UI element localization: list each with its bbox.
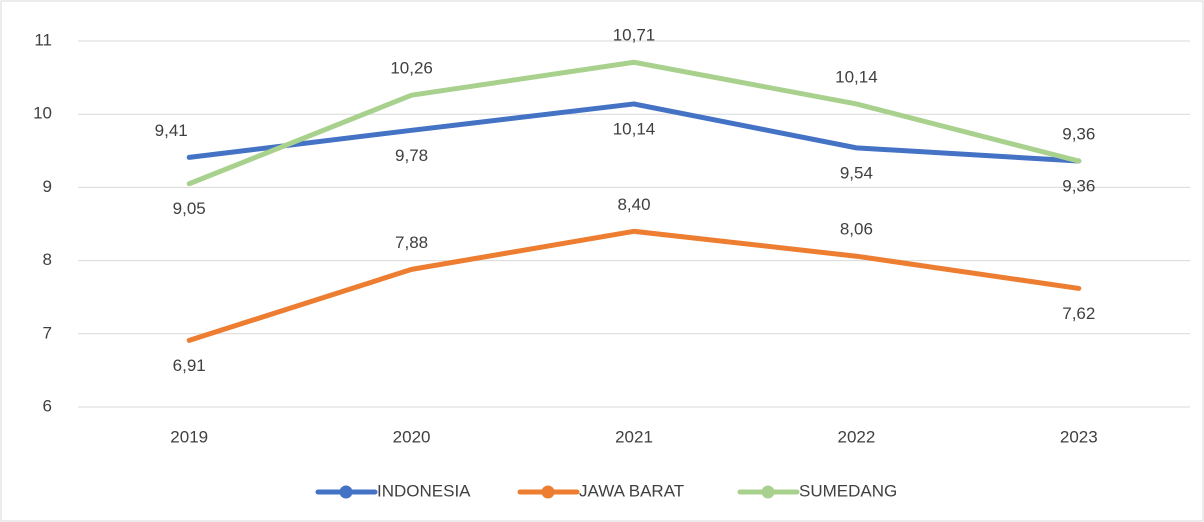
legend-marker <box>339 485 353 499</box>
y-tick-label: 8 <box>43 250 52 269</box>
x-tick-label: 2020 <box>393 427 431 446</box>
series-line <box>186 101 1082 164</box>
legend-label: JAWA BARAT <box>579 481 684 500</box>
data-label: 8,40 <box>617 195 650 214</box>
legend-label: SUMEDANG <box>799 481 897 500</box>
data-label: 10,26 <box>390 59 433 78</box>
x-tick-label: 2021 <box>615 427 653 446</box>
y-tick-label: 10 <box>33 104 52 123</box>
data-label: 9,78 <box>395 146 428 165</box>
legend-marker <box>541 485 555 499</box>
y-tick-label: 11 <box>34 30 52 49</box>
series-line <box>186 228 1082 343</box>
data-label: 7,88 <box>395 233 428 252</box>
x-tick-label: 2023 <box>1060 427 1098 446</box>
data-label: 9,41 <box>155 121 188 140</box>
data-label: 10,14 <box>613 119 656 138</box>
y-tick-label: 9 <box>43 177 52 196</box>
legend-label: INDONESIA <box>377 481 471 500</box>
data-label: 9,36 <box>1062 125 1095 144</box>
data-label: 9,05 <box>173 199 206 218</box>
legend-marker <box>761 485 775 499</box>
data-label: 10,14 <box>835 67 878 86</box>
data-label: 7,62 <box>1062 304 1095 323</box>
y-tick-label: 7 <box>43 323 52 342</box>
data-label: 8,06 <box>840 220 873 239</box>
y-tick-label: 6 <box>43 396 52 415</box>
data-label: 9,54 <box>840 163 873 182</box>
x-tick-label: 2022 <box>837 427 875 446</box>
data-label: 6,91 <box>173 356 206 375</box>
x-tick-label: 2019 <box>170 427 208 446</box>
data-label: 9,36 <box>1062 177 1095 196</box>
series-line <box>186 59 1082 187</box>
data-label: 10,71 <box>613 26 656 45</box>
